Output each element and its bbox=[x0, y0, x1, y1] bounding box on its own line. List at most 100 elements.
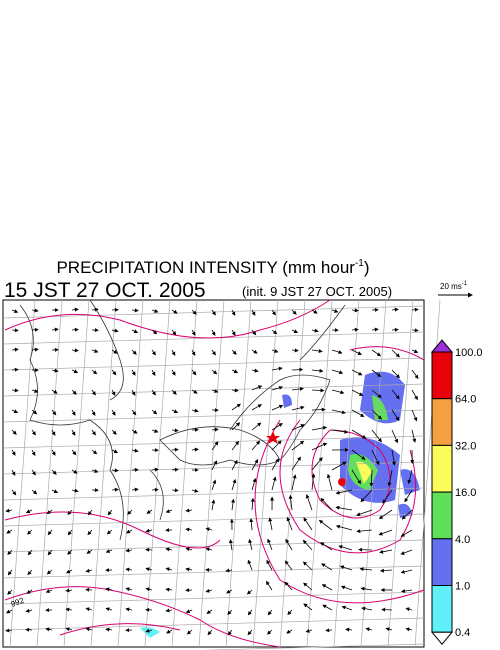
wind-arrow bbox=[267, 609, 273, 616]
wind-arrow bbox=[251, 459, 259, 471]
wind-arrow bbox=[91, 389, 96, 396]
wind-vectors bbox=[5, 307, 419, 636]
wind-arrow bbox=[166, 629, 173, 634]
wind-arrow bbox=[125, 567, 133, 572]
wind-arrow bbox=[231, 403, 241, 411]
wind-arrow bbox=[185, 547, 193, 552]
wind-arrow bbox=[356, 529, 373, 534]
wind-arrow bbox=[335, 524, 353, 531]
wind-arrow bbox=[291, 405, 305, 411]
wind-arrow bbox=[7, 569, 13, 576]
wind-arrow bbox=[248, 538, 253, 551]
wind-arrow bbox=[111, 349, 118, 354]
wind-arrow bbox=[365, 627, 373, 632]
wind-arrow bbox=[71, 348, 79, 353]
wind-arrow bbox=[371, 369, 382, 377]
wind-arrow bbox=[335, 505, 353, 511]
title: PRECIPITATION INTENSITY (mm hour-1) bbox=[56, 258, 369, 277]
colorbar-label: 32.0 bbox=[455, 440, 476, 452]
wind-arrow bbox=[247, 559, 253, 571]
wind-arrow bbox=[400, 569, 413, 574]
colorbar-top bbox=[430, 339, 454, 353]
wind-arrow bbox=[351, 389, 364, 396]
wind-arrow bbox=[311, 349, 323, 354]
wind-arrow bbox=[411, 389, 418, 401]
wind-arrow bbox=[391, 369, 400, 379]
wind-arrow bbox=[106, 529, 113, 535]
wind-arrow bbox=[311, 473, 316, 491]
wind-arrow bbox=[211, 309, 216, 316]
wind-arrow bbox=[31, 429, 36, 436]
wind-arrow bbox=[31, 308, 39, 313]
wind-arrow bbox=[47, 529, 53, 536]
wind-arrow bbox=[286, 629, 293, 634]
wind-arrow bbox=[288, 494, 293, 511]
wind-arrow bbox=[171, 389, 177, 395]
wind-arrow bbox=[251, 404, 262, 411]
wind-arrow bbox=[151, 329, 158, 335]
wind-arrow bbox=[371, 389, 382, 399]
wind-arrow bbox=[71, 429, 76, 436]
meridian bbox=[117, 299, 144, 648]
wind-arrow bbox=[287, 609, 293, 615]
parallel bbox=[2, 617, 425, 631]
map: 992 bbox=[2, 299, 441, 650]
wind-arrow bbox=[165, 509, 173, 513]
wind-arrow bbox=[284, 560, 293, 571]
colorbar-bottom bbox=[430, 631, 454, 645]
meridian bbox=[225, 299, 252, 648]
init-time: (init. 9 JST 27 OCT. 2005) bbox=[242, 284, 392, 299]
wind-arrow bbox=[305, 494, 313, 511]
wind-arrow bbox=[51, 389, 58, 394]
wind-arrow bbox=[247, 609, 253, 616]
wind-arrow bbox=[145, 567, 153, 572]
meridian bbox=[279, 299, 306, 648]
wind-arrow bbox=[360, 586, 373, 591]
wind-arrow bbox=[131, 448, 139, 453]
wind-arrow bbox=[191, 309, 197, 315]
wind-arrow bbox=[131, 389, 136, 396]
wind-arrow bbox=[91, 429, 96, 436]
wind-arrow bbox=[11, 409, 19, 414]
wind-arrow bbox=[211, 369, 218, 375]
wind-arrow bbox=[145, 628, 153, 633]
wind-arrow bbox=[205, 588, 213, 593]
wind-arrow bbox=[85, 607, 93, 612]
wind-arrow bbox=[302, 539, 313, 551]
wind-arrow bbox=[205, 547, 213, 552]
wind-arrow bbox=[271, 309, 276, 316]
wind-arrow bbox=[271, 476, 277, 491]
wind-arrow bbox=[31, 489, 38, 495]
wind-arrow bbox=[251, 440, 261, 451]
wind-arrow bbox=[381, 607, 393, 612]
wind-arrow bbox=[131, 429, 138, 434]
wind-arrow bbox=[71, 369, 79, 374]
wind-arrow bbox=[311, 425, 328, 431]
wind-arrow bbox=[11, 489, 17, 496]
wind-arrow bbox=[271, 385, 284, 391]
wind-arrow bbox=[165, 608, 173, 613]
wind-arrow bbox=[127, 509, 133, 515]
wind-arrow bbox=[171, 488, 179, 493]
wind-arrow bbox=[131, 308, 139, 313]
parallel bbox=[2, 539, 425, 553]
wind-arrow bbox=[71, 409, 76, 416]
wind-arrow bbox=[171, 428, 179, 433]
wind-arrow bbox=[111, 429, 117, 435]
wind-arrow bbox=[339, 565, 353, 571]
wind-arrow bbox=[379, 568, 393, 573]
wind-arrow bbox=[371, 327, 379, 332]
wind-arrow bbox=[351, 369, 363, 376]
wind-arrow bbox=[311, 407, 326, 412]
wind-arrow bbox=[171, 447, 179, 452]
colorbar: 100.0 64.0 32.0 16.0 4.0 1.0 0.4 bbox=[430, 339, 483, 645]
wind-arrow bbox=[351, 308, 359, 313]
wind-arrow bbox=[303, 517, 313, 531]
wind-arrow bbox=[400, 529, 413, 537]
wind-arrow bbox=[185, 508, 193, 513]
wind-arrow bbox=[11, 367, 19, 372]
wind-arrow bbox=[46, 569, 53, 575]
wind-arrow bbox=[25, 608, 33, 613]
wind-arrow bbox=[31, 469, 36, 476]
parallel bbox=[2, 565, 425, 579]
